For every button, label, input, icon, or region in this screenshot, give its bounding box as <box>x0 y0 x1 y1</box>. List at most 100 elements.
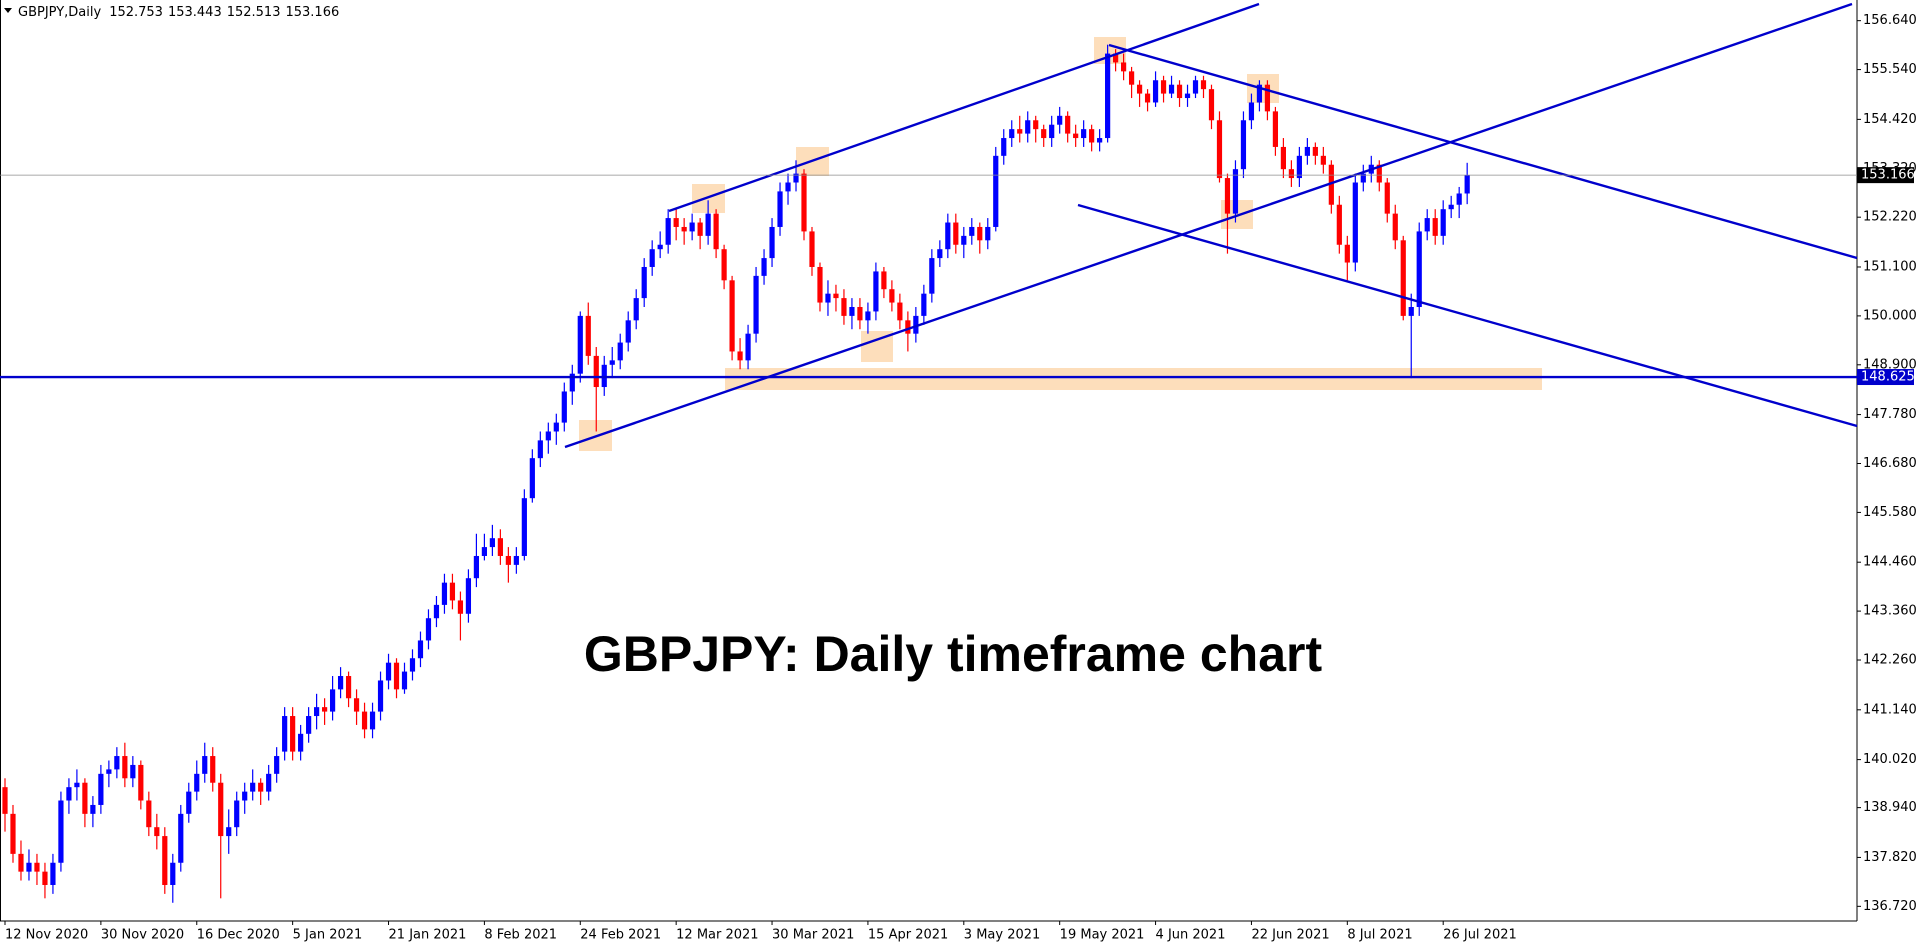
candle-body <box>425 618 432 641</box>
candle-body <box>1192 80 1199 94</box>
candle-body <box>649 249 655 267</box>
candle-body <box>401 671 408 690</box>
candle-body <box>1184 93 1191 99</box>
candle-body <box>106 769 112 774</box>
candle-body <box>1376 164 1382 183</box>
candle-body <box>1113 53 1119 63</box>
candle-body <box>825 293 831 303</box>
candles <box>2 44 1470 903</box>
candle-body <box>849 306 855 316</box>
annotation: GBPJPY: Daily timeframe chart <box>584 626 1323 682</box>
candle-body <box>1288 169 1294 179</box>
candle-body <box>769 226 775 259</box>
chart-header: GBPJPY,Daily 152.753 153.443 152.513 153.166 <box>18 5 339 20</box>
x-tick-label: 3 May 2021 <box>964 928 1041 943</box>
candle-body <box>945 222 951 250</box>
candle-body <box>1312 146 1318 156</box>
candle-body <box>1464 175 1470 194</box>
x-tick-label: 12 Nov 2020 <box>5 928 88 943</box>
candle-body <box>801 173 807 232</box>
symbol: GBPJPY,Daily <box>18 5 101 20</box>
candle-body <box>753 275 759 334</box>
candle-body <box>314 707 320 717</box>
candle-body <box>234 800 240 828</box>
candle-body <box>553 422 559 432</box>
candle-body <box>138 764 144 801</box>
candle-body <box>641 266 647 299</box>
candle-body <box>681 226 687 232</box>
candle-body <box>713 213 719 250</box>
header-close: 153.166 <box>285 5 339 20</box>
candle-body <box>953 222 959 245</box>
candle-body <box>114 756 120 770</box>
candle-body <box>689 222 695 232</box>
y-tick-label: 146.680 <box>1863 456 1916 471</box>
candle-body <box>961 235 967 245</box>
x-tick-label: 5 Jan 2021 <box>293 928 363 943</box>
x-tick-label: 21 Jan 2021 <box>389 928 467 943</box>
candle-body <box>489 538 495 548</box>
support-label: 148.625 <box>1861 370 1915 385</box>
candle-body <box>1384 182 1390 214</box>
candle-body <box>449 582 456 601</box>
candle-body <box>298 733 304 752</box>
candle-body <box>481 547 487 556</box>
candle-body <box>809 231 815 267</box>
candle-body <box>393 662 400 690</box>
y-tick-label: 152.220 <box>1863 210 1916 225</box>
candle-body <box>1400 240 1406 316</box>
candle-body <box>1097 138 1103 143</box>
candle-body <box>1224 178 1231 214</box>
candle-body <box>1240 120 1247 170</box>
candle-body <box>617 342 623 361</box>
candle-body <box>921 293 927 316</box>
candle-body <box>122 756 128 779</box>
candle-body <box>1248 102 1255 121</box>
candle-body <box>457 600 464 614</box>
y-tick-label: 143.360 <box>1863 604 1916 619</box>
candle-body <box>178 813 184 863</box>
candle-body <box>897 302 903 321</box>
candle-body <box>673 218 679 227</box>
candle-body <box>74 782 80 788</box>
candle-body <box>266 773 272 792</box>
candle-body <box>186 791 192 814</box>
candle-body <box>793 173 799 183</box>
candle-body <box>1352 182 1358 263</box>
candle-body <box>1033 120 1039 130</box>
candle-body <box>841 298 847 316</box>
candle-body <box>1264 84 1271 112</box>
header-high: 153.443 <box>168 5 222 20</box>
candle-body <box>1320 155 1326 165</box>
candle-body <box>833 293 839 299</box>
candle-body <box>1089 129 1095 143</box>
candle-body <box>345 676 352 699</box>
y-tick-label: 145.580 <box>1863 505 1916 520</box>
candle-body <box>258 782 264 792</box>
candle-body <box>1448 204 1454 210</box>
candle-body <box>745 333 751 361</box>
trend-line <box>564 2 1853 449</box>
candle-body <box>977 226 983 241</box>
candle-body <box>1304 146 1310 156</box>
candle-body <box>1416 231 1422 307</box>
candle-body <box>777 191 783 227</box>
candle-body <box>633 298 639 321</box>
trend-line <box>1077 203 1858 428</box>
candle-body <box>1440 209 1446 236</box>
x-tick-label: 8 Feb 2021 <box>484 928 557 943</box>
candle-body <box>1408 306 1414 316</box>
y-tick-label: 138.940 <box>1863 800 1916 815</box>
candle-body <box>1065 115 1071 134</box>
candle-body <box>1328 164 1334 205</box>
candle-body <box>385 662 392 681</box>
candle-body <box>529 458 535 499</box>
candle-body <box>585 315 591 356</box>
y-tick-label: 142.260 <box>1863 653 1916 668</box>
x-tick-label: 24 Feb 2021 <box>580 928 661 943</box>
y-tick-label: 151.100 <box>1863 259 1916 274</box>
candle-body <box>1200 80 1207 90</box>
candle-body <box>1001 138 1007 156</box>
candle-body <box>2 787 8 814</box>
